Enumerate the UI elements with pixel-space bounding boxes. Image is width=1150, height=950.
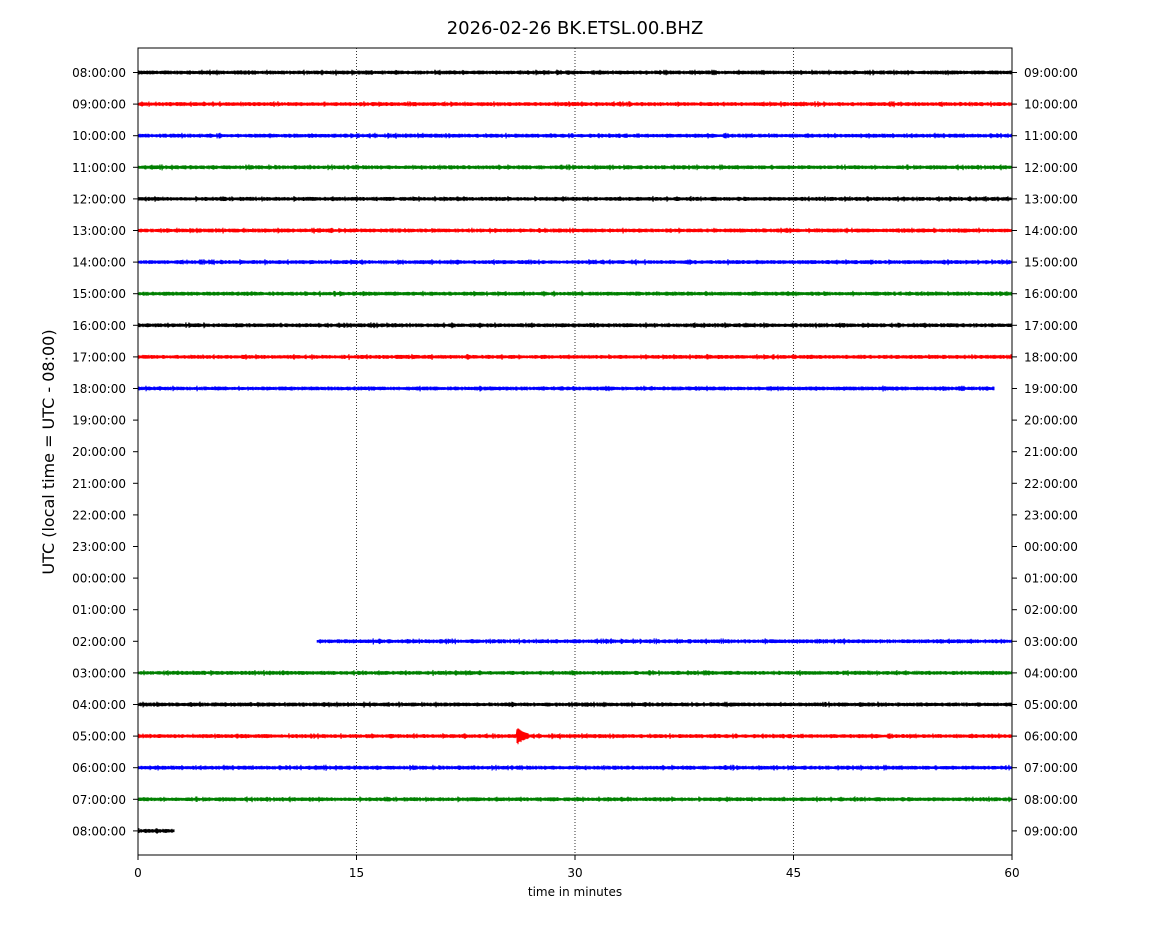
y-tick-label-left: 16:00:00 <box>72 319 126 333</box>
y-tick-label-right: 07:00:00 <box>1024 761 1078 775</box>
trace-line <box>137 132 1013 139</box>
y-tick-label-right: 04:00:00 <box>1024 666 1078 680</box>
x-axis-label: time in minutes <box>528 885 622 899</box>
y-tick-label-left: 19:00:00 <box>72 414 126 428</box>
y-tick-label-right: 17:00:00 <box>1024 319 1078 333</box>
trace-line <box>137 290 1013 297</box>
y-tick-label-left: 10:00:00 <box>72 129 126 143</box>
trace-line <box>137 796 1013 803</box>
trace-line <box>137 701 1013 708</box>
x-tick-label: 45 <box>786 866 801 880</box>
x-tick-label: 0 <box>134 866 142 880</box>
trace-line <box>137 764 1013 771</box>
y-tick-label-right: 06:00:00 <box>1024 730 1078 744</box>
y-tick-label-left: 08:00:00 <box>72 824 126 838</box>
x-tick-label: 15 <box>349 866 364 880</box>
trace-line <box>137 195 1013 202</box>
trace-line <box>137 828 175 834</box>
trace-line <box>316 638 1012 645</box>
y-tick-label-left: 20:00:00 <box>72 445 126 459</box>
grid-lines <box>356 48 794 855</box>
y-tick-label-right: 13:00:00 <box>1024 192 1078 206</box>
y-tick-label-right: 02:00:00 <box>1024 603 1078 617</box>
y-tick-label-right: 10:00:00 <box>1024 98 1078 112</box>
y-tick-label-left: 00:00:00 <box>72 572 126 586</box>
y-tick-label-right: 05:00:00 <box>1024 698 1078 712</box>
x-tick-label: 30 <box>567 866 582 880</box>
y-tick-label-right: 14:00:00 <box>1024 224 1078 238</box>
y-tick-label-left: 12:00:00 <box>72 192 126 206</box>
trace-line <box>137 259 1013 266</box>
y-tick-label-left: 06:00:00 <box>72 761 126 775</box>
y-tick-label-right: 09:00:00 <box>1024 66 1078 80</box>
trace-line <box>137 385 995 392</box>
trace-line <box>137 164 1013 171</box>
y-tick-label-right: 21:00:00 <box>1024 445 1078 459</box>
y-tick-label-left: 22:00:00 <box>72 508 126 522</box>
y-tick-label-right: 23:00:00 <box>1024 508 1078 522</box>
trace-line <box>137 322 1013 329</box>
tick-layer: 0 15 30 45 60 08:00:00 09:00:00 09:00:00 10:00:0… <box>72 66 1078 880</box>
y-tick-label-left: 15:00:00 <box>72 287 126 301</box>
y-tick-label-left: 17:00:00 <box>72 350 126 364</box>
y-tick-label-left: 01:00:00 <box>72 603 126 617</box>
y-tick-label-left: 13:00:00 <box>72 224 126 238</box>
y-tick-label-right: 00:00:00 <box>1024 540 1078 554</box>
trace-layer <box>137 69 1013 834</box>
y-tick-label-right: 03:00:00 <box>1024 635 1078 649</box>
y-tick-label-right: 15:00:00 <box>1024 256 1078 270</box>
trace-line <box>137 669 1013 677</box>
trace-line <box>137 69 1013 76</box>
y-tick-label-right: 20:00:00 <box>1024 414 1078 428</box>
x-tick-label: 60 <box>1004 866 1019 880</box>
y-tick-label-left: 05:00:00 <box>72 730 126 744</box>
y-tick-label-right: 19:00:00 <box>1024 382 1078 396</box>
trace-line <box>137 353 1013 361</box>
y-tick-label-left: 18:00:00 <box>72 382 126 396</box>
chart-title: 2026-02-26 BK.ETSL.00.BHZ <box>447 18 704 39</box>
y-tick-label-left: 09:00:00 <box>72 98 126 112</box>
y-tick-label-right: 12:00:00 <box>1024 161 1078 175</box>
y-tick-label-left: 02:00:00 <box>72 635 126 649</box>
y-tick-label-right: 08:00:00 <box>1024 793 1078 807</box>
y-tick-label-right: 09:00:00 <box>1024 824 1078 838</box>
y-tick-label-right: 18:00:00 <box>1024 350 1078 364</box>
y-tick-label-left: 04:00:00 <box>72 698 126 712</box>
y-tick-label-left: 14:00:00 <box>72 256 126 270</box>
y-tick-label-right: 16:00:00 <box>1024 287 1078 301</box>
y-axis-label: UTC (local time = UTC - 08:00) <box>39 329 58 574</box>
y-tick-label-left: 23:00:00 <box>72 540 126 554</box>
y-tick-label-left: 07:00:00 <box>72 793 126 807</box>
y-tick-label-left: 03:00:00 <box>72 666 126 680</box>
y-tick-label-left: 11:00:00 <box>72 161 126 175</box>
y-tick-label-left: 21:00:00 <box>72 477 126 491</box>
trace-line <box>137 227 1013 234</box>
y-tick-label-left: 08:00:00 <box>72 66 126 80</box>
trace-line <box>137 728 1013 745</box>
plot-frame <box>137 47 1013 856</box>
y-tick-label-right: 11:00:00 <box>1024 129 1078 143</box>
y-tick-label-right: 01:00:00 <box>1024 572 1078 586</box>
trace-line <box>137 101 1013 108</box>
y-tick-label-right: 22:00:00 <box>1024 477 1078 491</box>
